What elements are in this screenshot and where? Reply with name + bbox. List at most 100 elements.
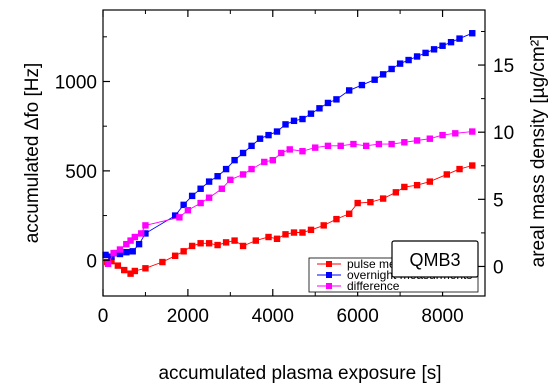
data-point (102, 251, 109, 259)
data-point (282, 231, 289, 238)
data-point (286, 146, 293, 153)
data-point (116, 246, 124, 253)
data-point (197, 240, 204, 247)
data-point (110, 249, 117, 257)
data-point (205, 178, 213, 185)
data-point (135, 240, 143, 248)
plot-series (102, 30, 476, 277)
x-tick-label: 6000 (337, 306, 379, 327)
data-point (171, 212, 179, 219)
data-point (337, 142, 344, 150)
data-point (222, 165, 230, 173)
data-point (299, 115, 306, 123)
data-point (401, 183, 408, 191)
data-point (248, 142, 255, 150)
data-point (333, 96, 340, 103)
data-point (176, 214, 183, 221)
data-point (401, 139, 408, 146)
data-point (307, 226, 315, 234)
x-tick-label: 2000 (167, 306, 209, 327)
data-point (324, 142, 332, 150)
data-point (239, 149, 247, 157)
data-point (299, 148, 306, 155)
data-point (413, 181, 421, 189)
data-point (252, 237, 259, 244)
annotation-frame (391, 240, 479, 278)
data-point (129, 248, 136, 255)
data-point (188, 192, 196, 200)
y2-tick-label: 15 (493, 56, 514, 77)
data-point (197, 199, 204, 207)
data-point (350, 140, 357, 148)
data-point (239, 242, 247, 250)
data-point (312, 144, 319, 151)
data-point (231, 156, 238, 164)
data-point (261, 158, 268, 166)
data-point (123, 249, 130, 256)
data-point (443, 171, 450, 178)
data-point (116, 250, 124, 258)
data-point (180, 201, 187, 209)
plot-axes: 0 2000 4000 6000 8000 0 500 1000 0 5 10 15 accumulat… (22, 9, 549, 384)
data-point (171, 252, 179, 259)
y2-axis-title: areal mass density [µg/cm²] (528, 35, 549, 268)
y-axis-title: accumulated Δfo [Hz] (22, 63, 43, 244)
data-point (218, 185, 226, 192)
legend-marker (326, 261, 332, 267)
data-point (159, 258, 166, 266)
data-point (197, 185, 204, 192)
data-point (127, 237, 134, 244)
data-point (184, 207, 192, 214)
data-point (307, 110, 315, 117)
data-point (256, 135, 264, 142)
data-point (138, 230, 145, 237)
y2-tick-label: 5 (493, 190, 504, 211)
legend-label: difference (347, 279, 400, 293)
data-point (104, 260, 112, 268)
data-point (269, 156, 276, 164)
data-point (396, 60, 404, 67)
data-point (278, 149, 285, 157)
data-point (290, 117, 298, 125)
data-point (273, 235, 281, 242)
data-point (108, 257, 115, 265)
data-point (375, 140, 383, 148)
data-point (388, 65, 395, 73)
data-point (123, 240, 130, 248)
x-tick-label: 8000 (421, 306, 463, 327)
data-point (362, 142, 370, 150)
data-point (456, 165, 463, 173)
data-point (405, 56, 412, 64)
data-point (469, 128, 476, 135)
data-point (413, 53, 421, 60)
data-point (469, 30, 476, 37)
x-tick-label: 0 (98, 306, 109, 327)
data-point (345, 87, 353, 94)
data-point (333, 215, 340, 223)
data-point (354, 199, 361, 207)
data-point (214, 173, 221, 180)
data-point (413, 137, 421, 144)
data-point (371, 76, 378, 83)
y-tick-label: 1000 (55, 73, 97, 94)
data-point (142, 230, 149, 237)
data-point (231, 237, 238, 244)
data-point (121, 266, 128, 274)
data-point (316, 105, 323, 112)
data-point (273, 128, 281, 135)
data-point (456, 35, 463, 42)
data-point (222, 239, 230, 246)
data-point (131, 267, 139, 275)
data-point (299, 229, 306, 236)
data-point (282, 121, 289, 128)
annotation-label: QMB3 (409, 250, 460, 270)
data-point (320, 222, 327, 229)
annotation-box: QMB3 (391, 240, 479, 278)
data-point (379, 71, 387, 78)
data-point (142, 265, 149, 272)
data-point (248, 165, 255, 173)
legend-marker (326, 272, 332, 278)
data-point (358, 81, 366, 89)
x-axis-title: accumulated plasma exposure [s] (158, 363, 441, 384)
